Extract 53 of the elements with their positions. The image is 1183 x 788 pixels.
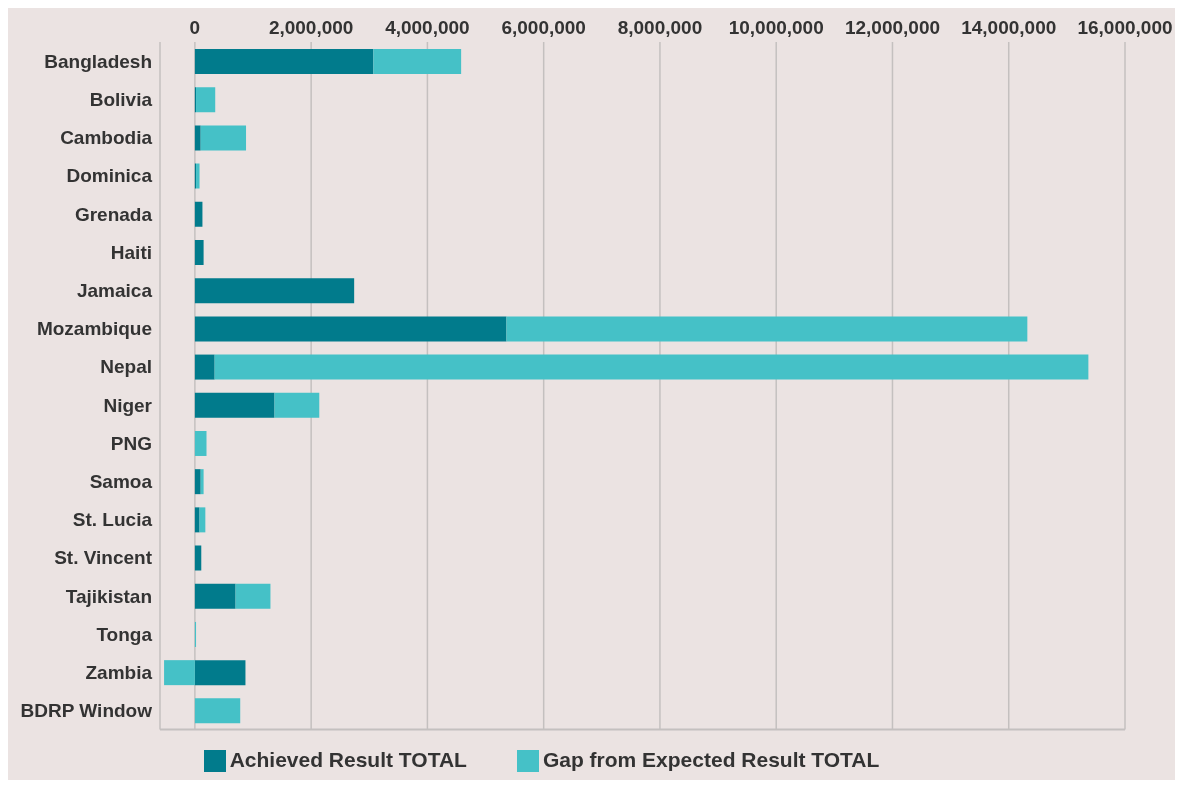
x-tick-label: 0 [189,17,201,38]
x-tick-label: 10,000,000 [728,17,824,38]
x-tick-label: 14,000,000 [961,17,1057,38]
bar [194,469,201,495]
bar [194,201,203,227]
bar [194,507,200,533]
y-tick-label: BDRP Window [20,700,153,722]
y-tick-label: Grenada [74,203,153,225]
y-tick-label: St. Lucia [72,509,153,531]
legend-label: Achieved Result TOTAL [229,747,467,771]
y-tick-label: Samoa [89,471,153,493]
bar [194,583,236,609]
y-tick-label: Tonga [96,623,153,645]
legend-label: Gap from Expected Result TOTAL [542,747,880,771]
bar [200,125,247,151]
x-tick-label: 12,000,000 [844,17,941,38]
bar [373,49,462,74]
y-tick-label: Nepal [100,356,152,378]
x-tick-label: 2,000,000 [268,17,354,38]
bar [194,545,202,571]
bar [194,278,355,304]
y-tick-label: St. Vincent [54,547,153,569]
y-tick-label: Haiti [110,241,152,263]
bar [194,354,215,380]
x-tick-label: 16,000,000 [1077,17,1173,38]
y-tick-label: Zambia [85,662,153,683]
x-tick-label: 4,000,000 [385,17,470,38]
bar [214,354,1089,380]
bar [235,583,271,609]
bar [194,430,207,456]
y-tick-label: Mozambique [36,318,152,340]
bar [164,660,195,686]
bar [194,316,507,342]
bar [194,125,201,151]
bar [194,660,246,686]
bar [200,469,204,495]
bar [194,239,204,265]
bar [194,392,275,418]
x-tick-label: 8,000,000 [617,17,703,38]
y-tick-label: Cambodia [60,127,153,149]
y-tick-label: Bangladesh [44,50,152,72]
y-tick-label: Tajikistan [65,585,152,607]
y-tick-label: Bolivia [89,89,153,111]
y-tick-label: PNG [110,432,152,454]
bar [194,49,374,74]
y-tick-label: Jamaica [76,280,153,302]
bar [194,698,241,724]
bar [274,392,320,418]
bar [196,87,216,113]
x-tick-label: 6,000,000 [501,17,586,38]
y-tick-label: Dominica [66,165,153,187]
bar [506,316,1028,342]
y-tick-label: Niger [103,394,153,416]
